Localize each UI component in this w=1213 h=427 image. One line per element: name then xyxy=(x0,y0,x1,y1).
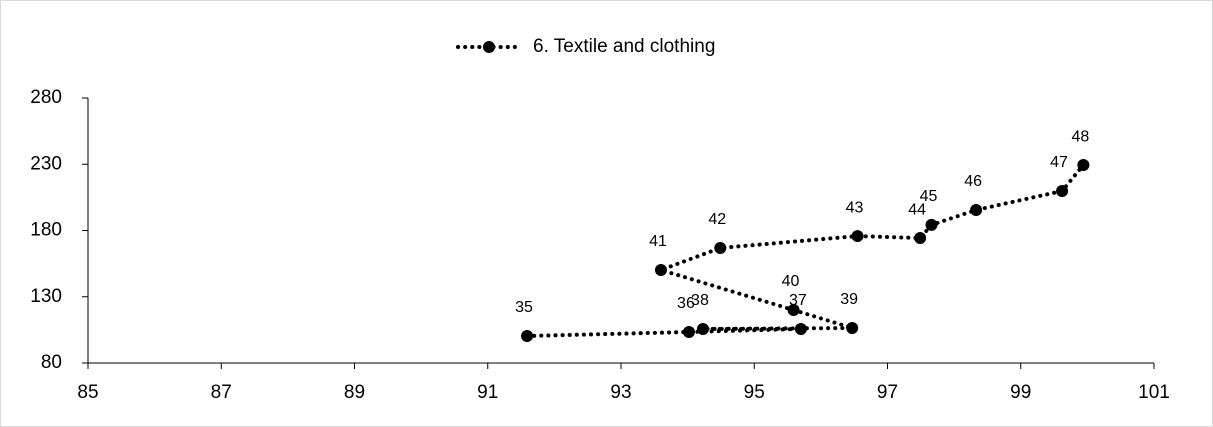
series-line xyxy=(525,163,1086,338)
point xyxy=(521,329,534,342)
y-tick-label: 80 xyxy=(41,352,62,373)
point xyxy=(925,218,938,231)
point xyxy=(1056,185,1069,198)
x-tick-label: 87 xyxy=(211,382,232,403)
point-label: 46 xyxy=(964,173,982,190)
point-label: 36 xyxy=(677,295,695,312)
point-label: 39 xyxy=(840,291,858,308)
x-tick-label: 95 xyxy=(744,382,765,403)
point xyxy=(787,304,800,316)
y-tick-label: 280 xyxy=(30,87,62,108)
x-tick-label: 99 xyxy=(1010,382,1031,403)
point-label: 43 xyxy=(846,199,864,216)
y-tick-label: 180 xyxy=(30,220,62,241)
point-label: 41 xyxy=(649,233,667,250)
point xyxy=(794,322,807,335)
point xyxy=(970,203,983,216)
point xyxy=(682,325,695,338)
point-label: 35 xyxy=(515,299,533,316)
x-tick-label: 89 xyxy=(344,382,365,403)
legend-marker xyxy=(483,41,495,53)
legend-label: 6. Textile and clothing xyxy=(533,36,715,57)
x-tick-label: 97 xyxy=(877,382,898,403)
point xyxy=(714,241,727,254)
x-tick-label: 91 xyxy=(477,382,498,403)
point-label: 48 xyxy=(1071,128,1089,145)
point-label: 45 xyxy=(920,188,938,205)
point xyxy=(846,322,859,335)
point xyxy=(1077,159,1090,172)
x-tick-label: 85 xyxy=(77,382,98,403)
point xyxy=(696,322,709,335)
point xyxy=(851,230,864,243)
x-tick-label: 93 xyxy=(610,382,631,403)
y-tick-label: 230 xyxy=(30,153,62,174)
point-label: 40 xyxy=(782,273,800,290)
point-label: 38 xyxy=(691,292,709,309)
point-label: 44 xyxy=(908,201,926,218)
point-label: 42 xyxy=(708,211,726,228)
point-label: 47 xyxy=(1050,154,1068,171)
point xyxy=(654,263,667,276)
x-tick-label: 101 xyxy=(1138,382,1170,403)
y-tick-label: 130 xyxy=(30,286,62,307)
point xyxy=(914,232,927,245)
